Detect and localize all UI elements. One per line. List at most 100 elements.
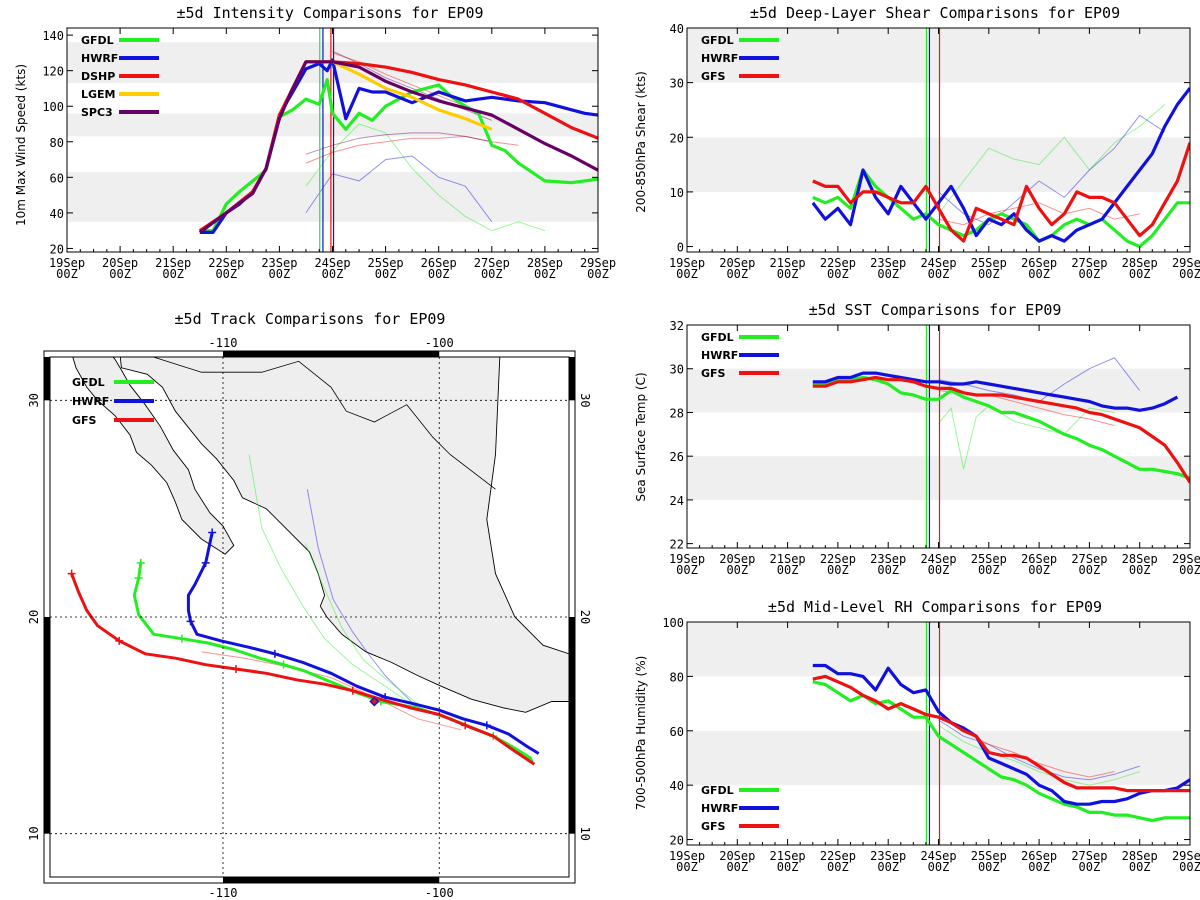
track-lat-label-left: 30: [27, 393, 41, 407]
sst-xtick-day: 28Sep: [1122, 552, 1158, 566]
track-map-area: [50, 357, 569, 766]
intensity-xtick-hour: 00Z: [215, 267, 237, 281]
track-border-bar-left: [44, 617, 50, 834]
track-lat-label-right: 10: [578, 826, 592, 840]
track-hwrf-marker: [270, 649, 279, 658]
sst-xtick-day: 19Sep: [669, 552, 705, 566]
shear-xtick-hour: 00Z: [877, 267, 899, 281]
intensity-series-spc3-line: [198, 60, 598, 234]
intensity-thin-hwrf-line: [305, 155, 493, 223]
intensity-thin-spc3-line: [305, 132, 492, 155]
rh-xtick-day: 25Sep: [971, 849, 1007, 863]
intensity-xtick-day: 23Sep: [261, 256, 297, 270]
shear-xtick-hour: 00Z: [777, 267, 799, 281]
shear-legend-gfdl-label: GFDL: [701, 34, 734, 47]
track-gfs-marker: [115, 636, 124, 645]
sst-xtick-day: 24Sep: [920, 552, 956, 566]
track-gfs-marker: [348, 686, 357, 695]
rh-plot-area: [812, 622, 1190, 845]
intensity-thin-gfdl-line: [305, 123, 546, 232]
rh-xtick-hour: 00Z: [1079, 860, 1101, 874]
rh-legend-hwrf-label: HWRF: [701, 802, 738, 815]
rh-xtick-day: 24Sep: [920, 849, 956, 863]
track-gfdl-marker: [279, 660, 288, 669]
intensity-legend-dshp-label: DSHP: [81, 70, 115, 83]
shear-xtick-hour: 00Z: [978, 267, 1000, 281]
rh-xtick-day: 22Sep: [820, 849, 856, 863]
shear-xtick-day: 21Sep: [770, 256, 806, 270]
track-hwrf-line: [186, 532, 540, 755]
shear-ytick-label: 20: [670, 131, 684, 145]
intensity-legend-hwrf-label: HWRF: [81, 52, 118, 65]
track-border-bar-left-top: [44, 357, 50, 401]
shear-xtick-day: 29Sep: [1172, 256, 1200, 270]
intensity-xtick-day: 24Sep: [314, 256, 350, 270]
track-thin-gfdl-line: [304, 543, 418, 705]
sst-series-gfdl-line: [812, 375, 1190, 480]
sst-xtick-hour: 00Z: [1179, 563, 1200, 577]
intensity-legend-gfdl-label: GFDL: [81, 34, 114, 47]
sst-xtick-day: 26Sep: [1021, 552, 1057, 566]
shear-xtick-day: 25Sep: [971, 256, 1007, 270]
gulf-of-mexico-water: [486, 357, 569, 655]
shear-thin-hwrf-line: [938, 114, 1166, 226]
shear-xtick-day: 24Sep: [920, 256, 956, 270]
sst-xtick-day: 21Sep: [770, 552, 806, 566]
shear-ytick-label: 40: [670, 22, 684, 36]
rh-band: [687, 730, 1190, 786]
intensity-legend-lgem-label: LGEM: [81, 88, 116, 101]
sst-legend-gfdl-label: GFDL: [701, 331, 734, 344]
rh-xtick-hour: 00Z: [827, 860, 849, 874]
sst-xtick-hour: 00Z: [877, 563, 899, 577]
sst-series-hwrf-line: [812, 371, 1179, 412]
shear-xtick-day: 19Sep: [669, 256, 705, 270]
intensity-xtick-day: 22Sep: [208, 256, 244, 270]
shear-ytick-label: 0: [677, 241, 684, 255]
intensity-ytick-label: 60: [50, 171, 64, 185]
sst-title: ±5d SST Comparisons for EP09: [809, 301, 1062, 319]
sst-panel: ±5d SST Comparisons for EP09 Sea Surface…: [634, 301, 1200, 577]
track-lon-label-bottom: -110: [209, 886, 238, 900]
track-hwrf-marker: [201, 558, 210, 567]
intensity-legend-spc3-label: SPC3: [81, 106, 113, 119]
track-hwrf-marker: [482, 721, 491, 730]
track-title: ±5d Track Comparisons for EP09: [175, 310, 446, 328]
rh-band: [687, 622, 1190, 677]
track-legend-gfs-label: GFS: [72, 414, 97, 427]
rh-xtick-day: 20Sep: [719, 849, 755, 863]
sst-xtick-hour: 00Z: [726, 563, 748, 577]
track-lat-label-left: 20: [27, 610, 41, 624]
intensity-series-gfdl-line: [199, 77, 598, 233]
rh-xtick-hour: 00Z: [1179, 860, 1200, 874]
shear-series-hwrf-line: [811, 87, 1190, 243]
intensity-xtick-hour: 00Z: [587, 267, 609, 281]
sst-band: [687, 456, 1190, 500]
intensity-xtick-hour: 00Z: [322, 267, 344, 281]
intensity-xtick-hour: 00Z: [375, 267, 397, 281]
track-gfdl-marker: [134, 574, 143, 582]
intensity-thin-dshp-line: [305, 135, 519, 164]
shear-xtick-day: 22Sep: [820, 256, 856, 270]
rh-xtick-day: 21Sep: [770, 849, 806, 863]
track-lat-label-left: 10: [27, 826, 41, 840]
rh-ytick-label: 80: [670, 670, 684, 684]
intensity-band: [67, 113, 598, 137]
shear-xtick-day: 26Sep: [1021, 256, 1057, 270]
rh-ylabel: 700-500hPa Humidity (%): [634, 656, 648, 811]
track-outer-frame: [43, 350, 576, 884]
intensity-xtick-day: 28Sep: [527, 256, 563, 270]
rh-thin-gfdl-line: [938, 724, 1140, 786]
rh-ytick-label: 20: [670, 834, 684, 848]
shear-title: ±5d Deep-Layer Shear Comparisons for EP0…: [750, 4, 1120, 22]
sst-ytick-label: 30: [670, 363, 684, 377]
intensity-ytick-label: 40: [50, 207, 64, 221]
intensity-xtick-hour: 00Z: [534, 267, 556, 281]
rh-xtick-day: 29Sep: [1172, 849, 1200, 863]
track-lon-label-top: -100: [425, 336, 454, 350]
shear-xtick-hour: 00Z: [676, 267, 698, 281]
track-gfs-marker: [461, 721, 470, 730]
sst-legend-gfs-label: GFS: [701, 367, 726, 380]
sst-ytick-label: 22: [670, 538, 684, 552]
intensity-band: [67, 172, 598, 222]
intensity-title: ±5d Intensity Comparisons for EP09: [176, 4, 483, 22]
